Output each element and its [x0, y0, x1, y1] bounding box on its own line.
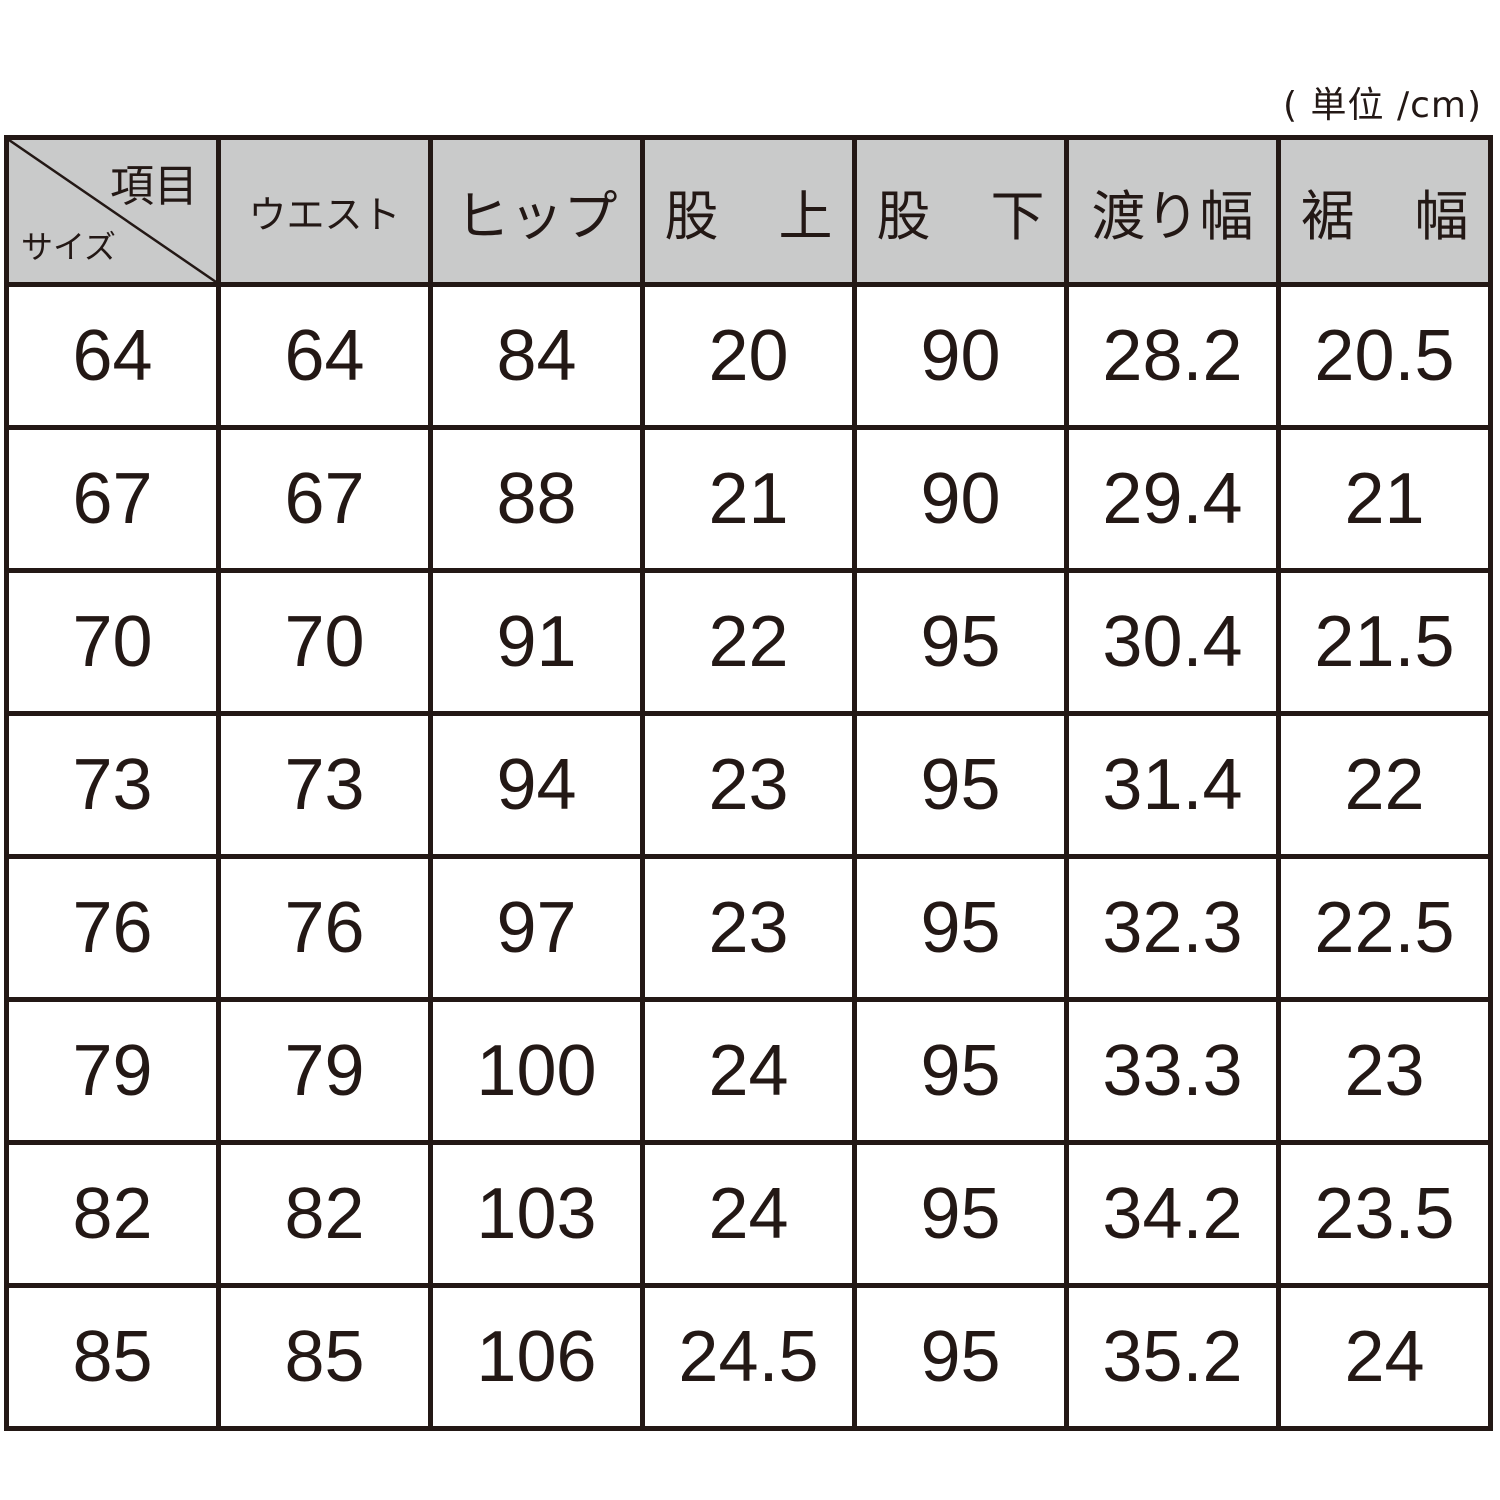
header-inseam: 股下 — [852, 135, 1069, 287]
cell-waist: 76 — [216, 854, 433, 1002]
cell-waist: 82 — [216, 1140, 433, 1288]
diagonal-divider — [11, 142, 214, 280]
cell-inseam: 95 — [852, 1140, 1069, 1288]
cell-hem-width: 22 — [1276, 711, 1493, 859]
cell-size: 67 — [4, 425, 221, 573]
header-inseam-a: 股 — [876, 184, 931, 248]
header-hem-width: 裾幅 — [1276, 135, 1493, 287]
cell-hem-width: 20.5 — [1276, 282, 1493, 430]
size-chart-table: 項目 サイズ ウエスト ヒップ 股上 股下 渡り幅 裾幅 64 64 84 20 90 2… — [4, 135, 1493, 1431]
header-waist: ウエスト — [216, 135, 433, 287]
header-hem-b: 幅 — [1414, 184, 1469, 248]
header-thigh-width: 渡り幅 — [1064, 135, 1281, 287]
corner-size-label: サイズ — [21, 228, 117, 266]
cell-rise: 23 — [640, 854, 857, 1002]
cell-hem-width: 21 — [1276, 425, 1493, 573]
cell-hem-width: 23 — [1276, 997, 1493, 1145]
cell-waist: 73 — [216, 711, 433, 859]
cell-hip: 106 — [428, 1283, 645, 1431]
header-row: 項目 サイズ ウエスト ヒップ 股上 股下 渡り幅 裾幅 — [4, 135, 1493, 287]
header-inseam-b: 下 — [990, 184, 1045, 248]
cell-hip: 94 — [428, 711, 645, 859]
cell-rise: 20 — [640, 282, 857, 430]
header-hem-a: 裾 — [1300, 184, 1355, 248]
cell-inseam: 90 — [852, 282, 1069, 430]
cell-size: 70 — [4, 568, 221, 716]
cell-waist: 70 — [216, 568, 433, 716]
cell-inseam: 95 — [852, 854, 1069, 1002]
header-hip: ヒップ — [428, 135, 645, 287]
cell-hip: 88 — [428, 425, 645, 573]
table-row: 79 79 100 24 95 33.3 23 — [4, 997, 1493, 1145]
cell-size: 73 — [4, 711, 221, 859]
unit-label: ( 単位 /cm) — [1283, 85, 1482, 126]
cell-thigh-width: 35.2 — [1064, 1283, 1281, 1431]
cell-hem-width: 24 — [1276, 1283, 1493, 1431]
cell-rise: 24 — [640, 1140, 857, 1288]
cell-rise: 23 — [640, 711, 857, 859]
cell-thigh-width: 33.3 — [1064, 997, 1281, 1145]
cell-rise: 21 — [640, 425, 857, 573]
table-row: 85 85 106 24.5 95 35.2 24 — [4, 1283, 1493, 1431]
cell-thigh-width: 28.2 — [1064, 282, 1281, 430]
cell-hip: 97 — [428, 854, 645, 1002]
cell-waist: 64 — [216, 282, 433, 430]
cell-rise: 22 — [640, 568, 857, 716]
cell-hem-width: 22.5 — [1276, 854, 1493, 1002]
cell-thigh-width: 31.4 — [1064, 711, 1281, 859]
cell-thigh-width: 32.3 — [1064, 854, 1281, 1002]
cell-inseam: 90 — [852, 425, 1069, 573]
header-rise-a: 股 — [664, 184, 719, 248]
cell-hip: 103 — [428, 1140, 645, 1288]
cell-waist: 67 — [216, 425, 433, 573]
cell-hip: 100 — [428, 997, 645, 1145]
cell-size: 76 — [4, 854, 221, 1002]
cell-hem-width: 23.5 — [1276, 1140, 1493, 1288]
cell-inseam: 95 — [852, 711, 1069, 859]
cell-size: 82 — [4, 1140, 221, 1288]
cell-inseam: 95 — [852, 1283, 1069, 1431]
table-row: 73 73 94 23 95 31.4 22 — [4, 711, 1493, 859]
cell-size: 64 — [4, 282, 221, 430]
table-row: 82 82 103 24 95 34.2 23.5 — [4, 1140, 1493, 1288]
cell-rise: 24.5 — [640, 1283, 857, 1431]
corner-item-label: 項目 — [110, 161, 198, 212]
header-rise: 股上 — [640, 135, 857, 287]
cell-hem-width: 21.5 — [1276, 568, 1493, 716]
cell-thigh-width: 30.4 — [1064, 568, 1281, 716]
cell-inseam: 95 — [852, 997, 1069, 1145]
cell-size: 79 — [4, 997, 221, 1145]
cell-size: 85 — [4, 1283, 221, 1431]
cell-hip: 91 — [428, 568, 645, 716]
cell-waist: 79 — [216, 997, 433, 1145]
cell-rise: 24 — [640, 997, 857, 1145]
cell-waist: 85 — [216, 1283, 433, 1431]
header-rise-b: 上 — [778, 184, 833, 248]
table-row: 67 67 88 21 90 29.4 21 — [4, 425, 1493, 573]
cell-thigh-width: 34.2 — [1064, 1140, 1281, 1288]
cell-hip: 84 — [428, 282, 645, 430]
table-row: 76 76 97 23 95 32.3 22.5 — [4, 854, 1493, 1002]
corner-header: 項目 サイズ — [4, 135, 221, 287]
table-row: 70 70 91 22 95 30.4 21.5 — [4, 568, 1493, 716]
table-row: 64 64 84 20 90 28.2 20.5 — [4, 282, 1493, 430]
cell-thigh-width: 29.4 — [1064, 425, 1281, 573]
cell-inseam: 95 — [852, 568, 1069, 716]
